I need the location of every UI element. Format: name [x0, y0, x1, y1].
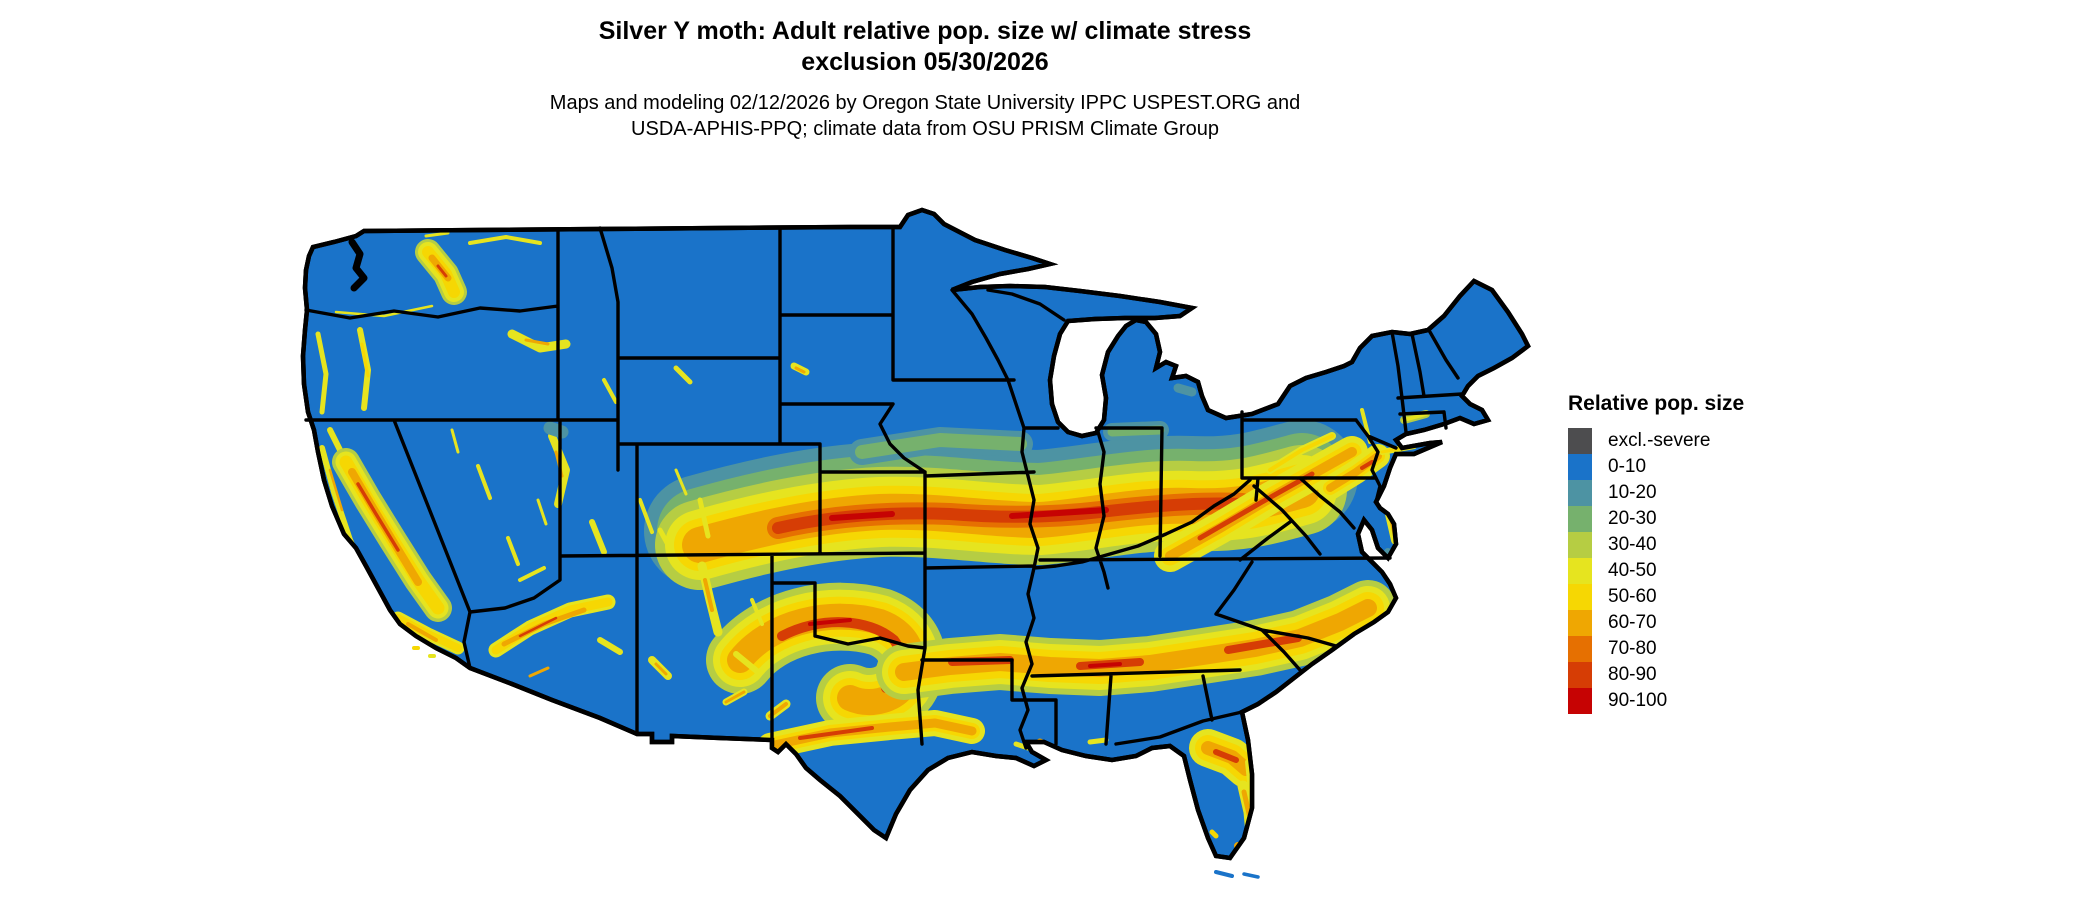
- legend-item: 0-10: [1568, 454, 1744, 480]
- legend-label: 30-40: [1608, 534, 1657, 555]
- legend-label: 80-90: [1608, 664, 1657, 685]
- legend-item: 10-20: [1568, 480, 1744, 506]
- map-title: Silver Y moth: Adult relative pop. size …: [325, 16, 1525, 78]
- legend-item: 20-30: [1568, 506, 1744, 532]
- legend-swatch: [1568, 662, 1592, 688]
- legend-item: 90-100: [1568, 688, 1744, 714]
- legend-item: 50-60: [1568, 584, 1744, 610]
- legend: Relative pop. size excl.-severe 0-10 10-20…: [1568, 392, 1744, 714]
- legend-swatch: [1568, 610, 1592, 636]
- legend-swatch: [1568, 636, 1592, 662]
- heat-raster: [315, 231, 1430, 856]
- legend-swatch: [1568, 428, 1592, 454]
- map-title-line2: exclusion 05/30/2026: [801, 48, 1049, 76]
- legend-label: 20-30: [1608, 508, 1657, 529]
- legend-label: 40-50: [1608, 560, 1657, 581]
- legend-label: 0-10: [1608, 456, 1647, 477]
- legend-item: 80-90: [1568, 662, 1744, 688]
- puget-sound: [348, 238, 368, 292]
- legend-item: 60-70: [1568, 610, 1744, 636]
- state-borders: [304, 225, 1464, 750]
- legend-swatch: [1568, 532, 1592, 558]
- map-subtitle: Maps and modeling 02/12/2026 by Oregon S…: [325, 90, 1525, 142]
- map-stage: [230, 160, 1575, 892]
- legend-swatch: [1568, 480, 1592, 506]
- legend-label: 90-100: [1608, 690, 1668, 711]
- legend-swatch: [1568, 584, 1592, 610]
- legend-title: Relative pop. size: [1568, 392, 1745, 415]
- legend-items: excl.-severe 0-10 10-20 20-30 30-40 40-50 50-6…: [1568, 428, 1744, 714]
- legend-item: 30-40: [1568, 532, 1744, 558]
- legend-item: 40-50: [1568, 558, 1744, 584]
- legend-swatch: [1568, 558, 1592, 584]
- legend-item: excl.-severe: [1568, 428, 1744, 454]
- us-map: [230, 160, 1575, 879]
- map-subtitle-line1: Maps and modeling 02/12/2026 by Oregon S…: [549, 92, 1301, 114]
- legend-label: excl.-severe: [1608, 430, 1711, 451]
- legend-label: 50-60: [1608, 586, 1657, 607]
- legend-label: 10-20: [1608, 482, 1657, 503]
- legend-item: 70-80: [1568, 636, 1744, 662]
- map-subtitle-line2: USDA-APHIS-PPQ; climate data from OSU PR…: [631, 118, 1219, 140]
- legend-swatch: [1568, 506, 1592, 532]
- legend-label: 70-80: [1608, 638, 1657, 659]
- offshore-islands: [412, 646, 1260, 879]
- legend-swatch: [1568, 688, 1592, 714]
- map-title-line1: Silver Y moth: Adult relative pop. size …: [598, 17, 1252, 45]
- legend-swatch: [1568, 454, 1592, 480]
- legend-label: 60-70: [1608, 612, 1657, 633]
